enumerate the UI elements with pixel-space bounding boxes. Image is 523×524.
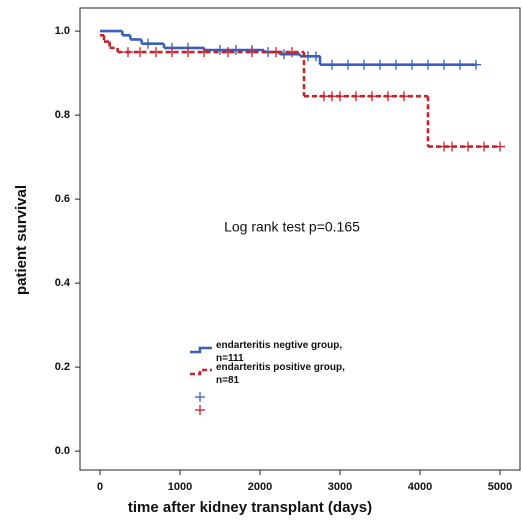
x-tick-label: 1000 <box>168 481 192 493</box>
legend-line <box>190 368 212 376</box>
y-tick-label: 0.8 <box>55 109 70 121</box>
y-tick-label: 1.0 <box>55 25 70 37</box>
y-tick-label: 0.0 <box>55 445 70 457</box>
censor-mark <box>463 141 473 152</box>
censor-mark <box>327 59 337 70</box>
censor-mark <box>135 47 145 58</box>
x-tick-label: 3000 <box>328 481 352 493</box>
censor-mark <box>399 91 409 102</box>
censor-mark <box>143 38 153 49</box>
censor-mark <box>383 91 393 102</box>
censor-mark <box>407 59 417 70</box>
censor-mark <box>455 59 465 70</box>
censor-mark <box>359 59 369 70</box>
legend-line <box>190 346 212 354</box>
censor-mark <box>391 59 401 70</box>
censor-mark <box>271 47 281 58</box>
censor-mark <box>183 47 193 58</box>
censor-mark <box>351 91 361 102</box>
censor-mark <box>311 51 321 62</box>
censor-mark <box>471 59 481 70</box>
censor-mark <box>335 91 345 102</box>
censor-mark <box>223 47 233 58</box>
x-axis-title: time after kidney transplant (days) <box>128 499 372 516</box>
x-tick-label: 0 <box>97 481 103 493</box>
censor-mark <box>231 45 241 55</box>
censor-mark <box>123 47 133 58</box>
y-tick-label: 0.4 <box>55 277 71 289</box>
censor-mark <box>151 47 161 58</box>
censor-mark <box>279 49 289 60</box>
legend-label: endarteritis negtive group, n=111 <box>216 340 343 364</box>
censor-mark <box>247 47 257 58</box>
y-axis-title: patient survival <box>13 185 30 295</box>
censor-mark <box>375 59 385 70</box>
censor-mark <box>423 59 433 70</box>
censor-mark <box>215 45 225 55</box>
censor-mark <box>439 59 449 70</box>
censor-mark <box>287 47 297 58</box>
censor-mark <box>479 141 489 152</box>
censor-mark <box>195 405 205 415</box>
plot-frame <box>79 7 521 471</box>
censor-mark <box>343 59 353 70</box>
x-tick-label: 2000 <box>248 481 272 493</box>
y-tick-label: 0.2 <box>55 361 70 373</box>
censor-mark <box>447 141 457 152</box>
censor-mark <box>199 47 209 58</box>
censor-mark <box>495 141 505 152</box>
x-tick-label: 5000 <box>488 481 512 493</box>
legend-label: endarteritis positive group, n=81 <box>216 362 345 386</box>
censor-mark <box>167 47 177 58</box>
censor-mark <box>195 392 205 402</box>
y-tick-label: 0.6 <box>55 193 70 205</box>
censor-mark <box>367 91 377 102</box>
annotation: Log rank test p=0.165 <box>224 219 360 235</box>
x-tick-label: 4000 <box>408 481 432 493</box>
